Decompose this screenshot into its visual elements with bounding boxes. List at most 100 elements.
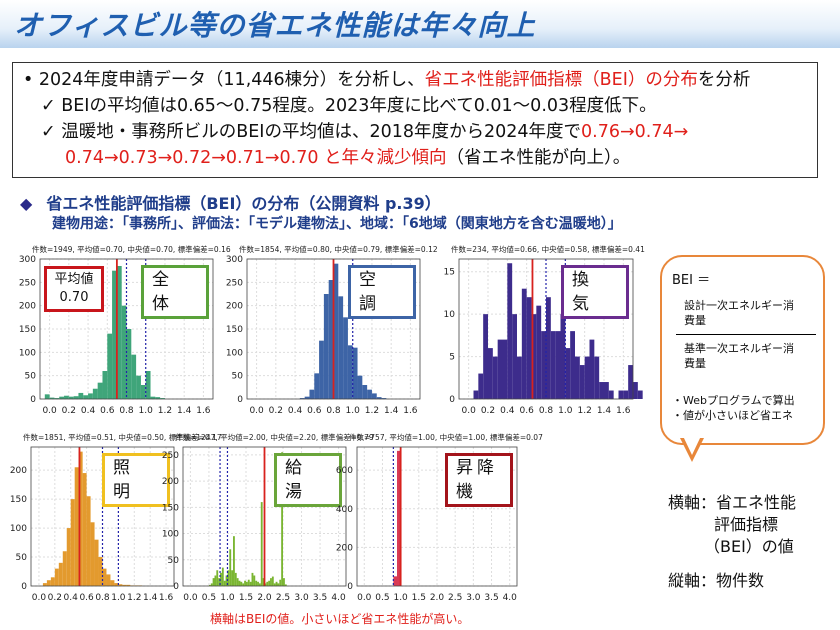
x-tick-label: 0.6 — [100, 406, 115, 416]
y-tick-label: 200 — [19, 302, 36, 312]
histogram-bar — [212, 578, 215, 586]
histogram-bar — [140, 385, 146, 399]
x-tick-label: 3.0 — [294, 593, 309, 603]
summary-line3: ✓ 温暖地・事務所ビルのBEIの平均値は、2018年度から2024年度で — [41, 122, 582, 142]
histogram-bar — [258, 583, 261, 586]
histogram-bar — [126, 584, 131, 586]
chart-category-label: 照 明 — [102, 453, 170, 507]
histogram-bar — [628, 365, 633, 399]
histogram-bar — [279, 579, 282, 586]
histogram-bar — [208, 584, 211, 586]
histogram-bar — [255, 580, 258, 586]
histogram-bar — [589, 339, 595, 399]
bei-note-1: ・Webプログラムで算出 — [672, 394, 795, 407]
histogram-bar — [231, 570, 234, 586]
section-title: 省エネ性能評価指標（BEI）の分布（公開資料 p.39） — [46, 194, 441, 213]
histogram-bar — [218, 578, 221, 586]
bei-note-2: ・値が小さいほど省エネ — [672, 409, 793, 422]
x-tick-label: 0.0 — [42, 406, 57, 416]
x-tick-label: 1.2 — [578, 406, 592, 416]
x-tick-label: 0.6 — [79, 593, 94, 603]
histogram-bar — [262, 578, 265, 586]
x-tick-label: 0.0 — [32, 593, 47, 603]
mean-value: 0.70 — [59, 290, 89, 305]
histogram-bar — [271, 576, 274, 586]
x-tick-label: 1.6 — [159, 593, 174, 603]
histogram-bar — [94, 539, 99, 586]
histogram-bar — [309, 389, 315, 399]
mean-value-box: 平均値 0.70 — [44, 266, 104, 312]
x-tick-label: 0.0 — [462, 406, 477, 416]
histogram-bar — [594, 356, 600, 399]
summary-box: • 2024年度申請データ（11,446棟分）を分析し、省エネ性能評価指標（BE… — [12, 62, 818, 178]
x-tick-label: 0.5 — [202, 593, 216, 603]
histogram-bar — [86, 496, 91, 586]
histogram-bar — [397, 450, 401, 586]
histogram-bar — [242, 583, 245, 586]
histogram-bar — [284, 584, 287, 586]
histogram-bar — [579, 365, 585, 399]
x-tick-label: 1.0 — [346, 406, 361, 416]
histogram-bar — [257, 581, 259, 586]
chart-stats: 件数=1247, 平均値=2.00, 中央値=2.20, 標準偏差=0.79 — [175, 433, 374, 442]
histogram-bar — [131, 354, 137, 399]
histogram-bar — [338, 296, 344, 399]
histogram-bar — [223, 580, 226, 586]
histogram-bar — [473, 390, 479, 399]
histogram-bar — [145, 371, 151, 399]
y-tick-label: 200 — [10, 466, 27, 476]
histogram-bar — [110, 580, 115, 586]
bei-formula-label: BEI ＝ — [672, 273, 711, 288]
histogram-bar — [118, 584, 123, 586]
histogram-bar — [92, 388, 98, 399]
y-tick-label: 300 — [226, 255, 243, 265]
chart-stats: 件数=234, 平均値=0.66, 中央値=0.58, 標準偏差=0.41 — [451, 245, 645, 254]
chart-category-label: 換 気 — [561, 265, 629, 319]
histogram-bar — [244, 580, 246, 586]
histogram-bar — [497, 339, 503, 399]
histogram-bar — [352, 347, 358, 399]
histogram-bar — [78, 451, 83, 586]
y-tick-label: 5 — [449, 353, 455, 363]
y-tick-label: 600 — [336, 466, 353, 476]
x-axis-note: 横軸：省エネ性能 評価指標 （BEI）の値 — [668, 492, 796, 558]
histogram-bar — [277, 583, 280, 586]
y-tick-label: 250 — [162, 451, 179, 461]
histogram-bar — [150, 396, 156, 399]
histogram-bar — [492, 356, 498, 399]
histogram-bar — [281, 452, 284, 586]
y-tick-label: 0 — [173, 582, 179, 592]
histogram-bar — [88, 393, 93, 399]
histogram-bar — [260, 502, 263, 586]
histogram-bar — [44, 394, 50, 399]
y-tick-label: 150 — [19, 325, 36, 335]
chart-stats: 件数=1851, 平均値=0.51, 中央値=0.50, 標準偏差=0.17 — [23, 433, 222, 442]
summary-line2: ✓ BEIの平均値は0.65～0.75程度。2023年度に比べて0.01～0.0… — [41, 96, 657, 116]
y-tick-label: 0 — [237, 395, 243, 405]
chart-stats: 件数=757, 平均値=1.00, 中央値=1.00, 標準偏差=0.07 — [349, 433, 543, 442]
histogram-bar — [521, 288, 527, 399]
histogram-bar — [637, 390, 643, 399]
histogram-bar — [376, 397, 382, 399]
histogram-bar — [59, 396, 65, 399]
histogram-bar — [264, 583, 267, 586]
x-tick-label: 3.5 — [313, 593, 327, 603]
plot-frame — [30, 446, 175, 587]
histogram-bar — [106, 574, 111, 586]
histogram-bar — [333, 263, 339, 399]
histogram-bar — [49, 397, 55, 399]
y-tick-label: 250 — [19, 278, 36, 288]
x-tick-label: 1.4 — [384, 406, 399, 416]
x-tick-label: 2.0 — [430, 593, 445, 603]
histogram-bar — [618, 390, 624, 399]
histogram-bar — [66, 528, 71, 586]
histogram-bar — [82, 473, 87, 586]
x-tick-label: 1.4 — [597, 406, 612, 416]
histogram-bar — [575, 356, 580, 399]
histogram-bar — [604, 382, 609, 399]
histogram-bar — [268, 580, 271, 586]
x-tick-label: 0.0 — [249, 406, 264, 416]
x-tick-label: 1.0 — [111, 593, 126, 603]
histogram-bar — [541, 331, 546, 399]
histogram-bar — [220, 572, 222, 586]
